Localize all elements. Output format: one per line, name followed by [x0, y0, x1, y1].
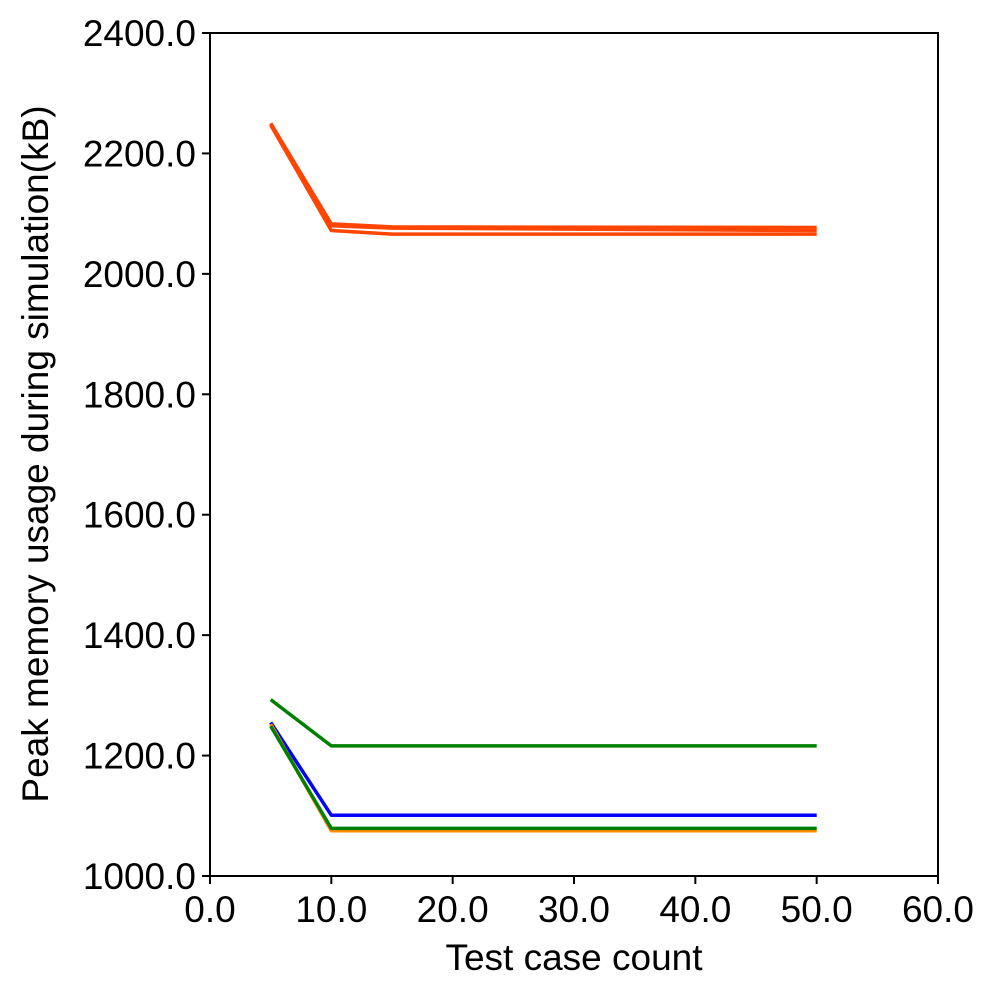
series-line-1 [269, 122, 817, 230]
series-line-4 [269, 698, 817, 748]
x-tick-label: 20.0 [417, 889, 489, 930]
x-tick-label: 60.0 [902, 889, 974, 930]
series-layer [269, 122, 817, 833]
y-tick-label: 2000.0 [83, 254, 196, 295]
series-line-7 [269, 725, 817, 831]
y-tick-label: 1800.0 [83, 374, 196, 415]
y-tick-label: 1200.0 [83, 736, 196, 777]
y-tick-label: 1400.0 [83, 615, 196, 656]
y-tick-label: 2200.0 [83, 133, 196, 174]
plot-frame [209, 32, 939, 877]
y-tick-label: 1000.0 [83, 856, 196, 897]
y-tick-label: 2400.0 [83, 13, 196, 54]
x-axis: 0.0 10.0 20.0 30.0 40.0 50.0 60.0 [184, 876, 974, 930]
series-line-5 [269, 721, 817, 817]
x-tick-label: 50.0 [781, 889, 853, 930]
series-line-2 [269, 123, 817, 233]
x-tick-label: 10.0 [295, 889, 367, 930]
y-axis-title: Peak memory usage during simulation(kB) [15, 105, 56, 802]
x-tick-label: 40.0 [659, 889, 731, 930]
x-tick-label: 30.0 [538, 889, 610, 930]
x-axis-title: Test case count [445, 937, 703, 978]
x-tick-label: 0.0 [184, 889, 235, 930]
y-axis: 1000.0 1200.0 1400.0 1600.0 1800.0 2000.0 2200… [83, 13, 210, 897]
y-tick-label: 1600.0 [83, 495, 196, 536]
series-line-3 [269, 124, 817, 236]
